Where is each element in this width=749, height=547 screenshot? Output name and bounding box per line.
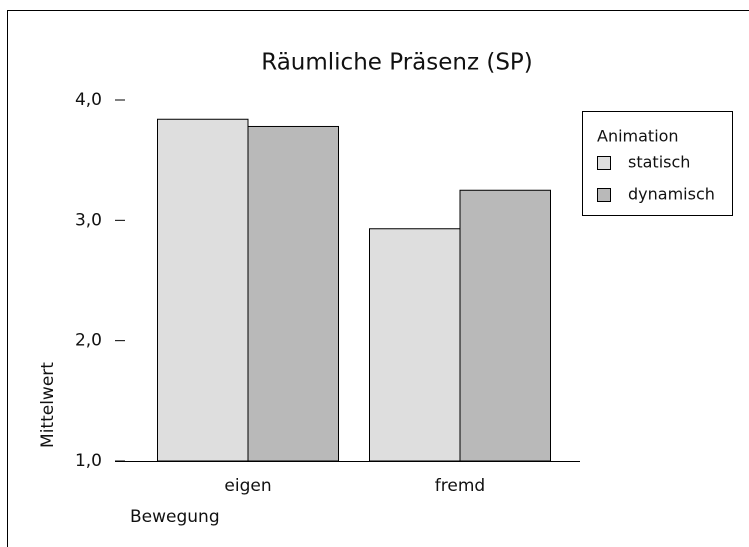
x-tick-label: fremd — [435, 476, 485, 496]
y-tick-label: 2,0 — [75, 331, 102, 351]
bar — [459, 189, 551, 462]
bar — [247, 125, 339, 462]
legend-label: statisch — [628, 153, 690, 172]
bar — [369, 228, 461, 462]
bar — [157, 118, 249, 462]
legend-label: dynamisch — [628, 185, 715, 204]
chart-title: Räumliche Präsenz (SP) — [261, 50, 533, 76]
y-tick-label: 1,0 — [75, 451, 102, 471]
legend-title: Animation — [597, 127, 679, 146]
y-tick-label: 3,0 — [75, 210, 102, 230]
y-tick-label: 4,0 — [75, 90, 102, 110]
legend-swatch — [597, 188, 611, 202]
x-tick-label: eigen — [224, 476, 271, 496]
x-axis-label: Bewegung — [130, 507, 220, 527]
legend-swatch — [597, 156, 611, 170]
y-axis-label: Mittelwert — [38, 362, 58, 448]
